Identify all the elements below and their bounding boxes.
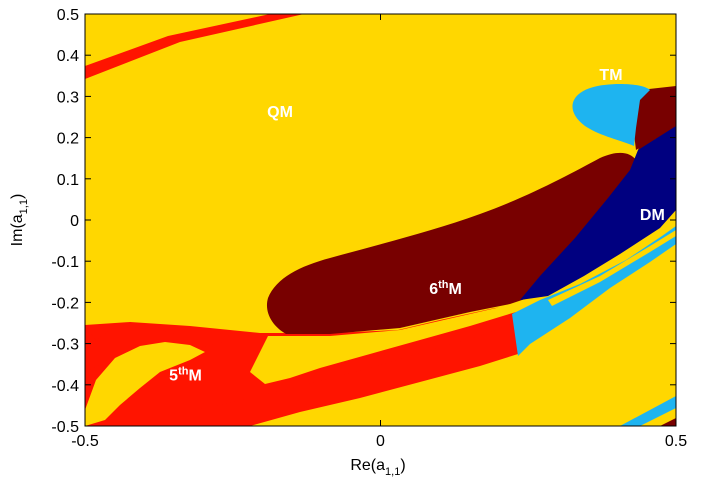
y-tick-label: 0.2 <box>57 131 79 148</box>
region-label-dm: DM <box>640 207 665 224</box>
y-tick-label: -0.3 <box>51 337 79 354</box>
x-axis-label: Re(a1,1) <box>350 457 405 478</box>
y-tick-label: 0.3 <box>57 89 79 106</box>
y-axis-label: Im(a1,1) <box>9 194 30 247</box>
region-label-5thm: 5thM <box>169 366 202 385</box>
region-tm-area <box>572 84 650 146</box>
axis-tick-labels: -0.5 0 0.5 0.5 0.4 0.3 0.2 0.1 0 -0.1 -0.2 -0.3 -0.4… <box>51 7 687 450</box>
y-tick-label: 0.4 <box>57 48 79 65</box>
region-label-qm: QM <box>267 104 293 121</box>
y-tick-label: -0.5 <box>51 419 79 436</box>
region-label-tm: TM <box>599 67 622 84</box>
x-tick-label: 0 <box>376 433 385 450</box>
x-tick-label: 0.5 <box>665 433 687 450</box>
region-label-6thm: 6thM <box>429 279 462 298</box>
axis-ticks <box>84 13 677 427</box>
region-labels: QM TM DM 6thM 5thM <box>169 67 665 385</box>
region-qm-area <box>250 304 516 384</box>
y-tick-label: -0.1 <box>51 254 79 271</box>
x-tick-label: -0.5 <box>71 433 99 450</box>
region-tm-area <box>620 396 676 426</box>
region-qm-area <box>548 230 676 306</box>
y-tick-label: 0.5 <box>57 7 79 24</box>
y-tick-label: 0.1 <box>57 172 79 189</box>
plot-area <box>85 14 676 426</box>
y-tick-label: -0.4 <box>51 378 79 395</box>
region-6thm-area <box>660 418 676 426</box>
y-tick-label: 0 <box>70 213 79 230</box>
region-5thm-area <box>85 322 518 426</box>
region-6thm-area <box>266 86 676 334</box>
y-tick-label: -0.2 <box>51 295 79 312</box>
region-dm-area <box>520 126 676 300</box>
region-qm-area <box>85 342 205 426</box>
